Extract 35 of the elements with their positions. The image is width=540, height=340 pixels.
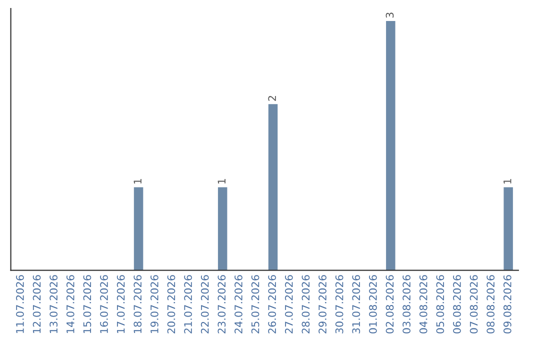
x-tick-label: 12.07.2026 (32, 275, 41, 333)
x-tick-label: 07.08.2026 (470, 275, 478, 334)
x-tick-label: 21.07.2026 (184, 275, 192, 334)
x-tick-label: 28.07.2026 (302, 275, 310, 334)
x-tick-label: 13.07.2026 (50, 275, 58, 333)
x-tick-label: 15.07.2026 (83, 275, 92, 333)
x-tick-label: 05.08.2026 (436, 275, 444, 334)
x-tick-label: 22.07.2026 (200, 275, 209, 334)
data-label: 1 (218, 179, 226, 184)
x-tick-label: 30.07.2026 (335, 275, 344, 334)
data-label: 1 (134, 179, 142, 184)
data-label: 1 (504, 179, 512, 184)
data-label: 2 (268, 96, 276, 101)
x-tick-label: 31.07.2026 (352, 275, 360, 334)
x-tick-label: 14.07.2026 (66, 275, 74, 333)
x-tick-label: 19.07.2026 (150, 275, 158, 333)
x-tick-label: 03.08.2026 (402, 275, 410, 334)
x-tick-label: 09.08.2026 (503, 275, 512, 334)
x-tick-label: 25.07.2026 (251, 275, 260, 334)
x-tick-label: 04.08.2026 (419, 275, 428, 334)
x-tick-label: 23.07.2026 (218, 275, 226, 334)
x-tick-label: 17.07.2026 (116, 275, 125, 333)
data-label: 3 (386, 12, 394, 18)
x-tick-label: 16.07.2026 (100, 275, 108, 333)
x-tick-label: 20.07.2026 (167, 275, 176, 334)
x-tick-label: 27.07.2026 (284, 275, 293, 334)
x-tick-label: 26.07.2026 (268, 275, 276, 334)
x-tick-label: 08.08.2026 (486, 275, 495, 334)
x-tick-label: 06.08.2026 (453, 275, 461, 334)
x-tick-label: 24.07.2026 (234, 275, 242, 334)
x-tick-label: 02.08.2026 (386, 275, 394, 334)
x-tick-label: 01.08.2026 (368, 275, 377, 334)
x-tick-label: 29.07.2026 (318, 275, 326, 334)
x-tick-label: 11.07.2026 (16, 275, 24, 333)
x-tick-label: 18.07.2026 (134, 275, 142, 333)
